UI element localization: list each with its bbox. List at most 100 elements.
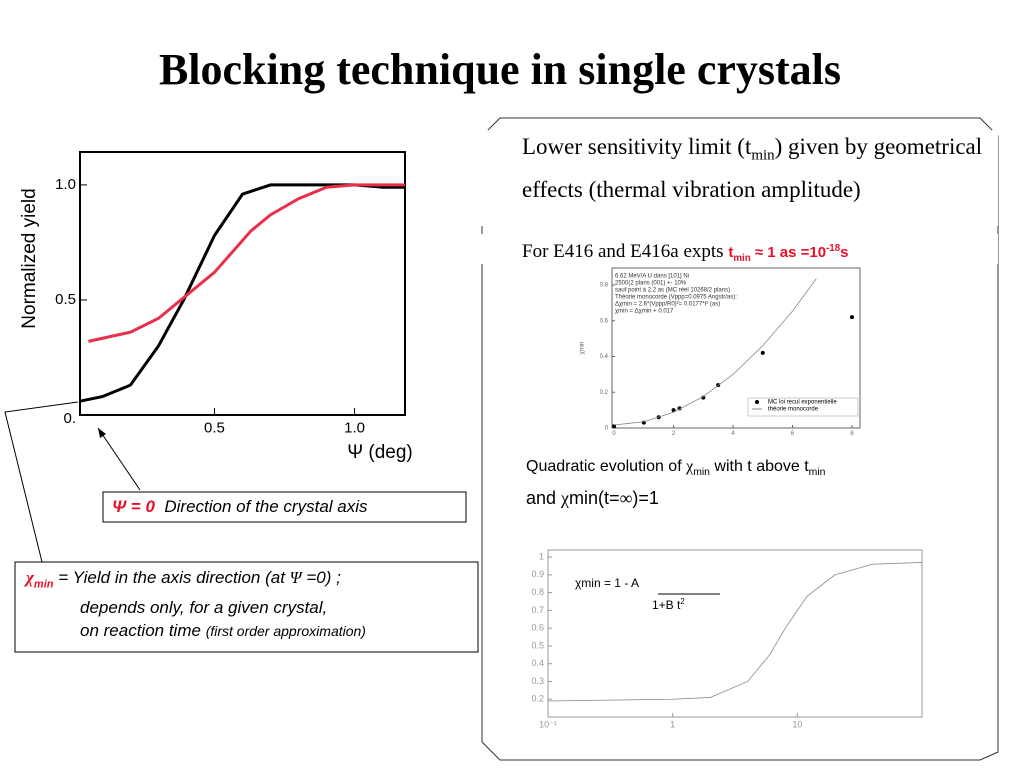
arrow: [4, 401, 79, 563]
annotation: 2500(2 plans (001) +- 10%: [615, 281, 687, 287]
title: Blocking technique in single crystals: [158, 45, 842, 94]
text: χ: [686, 458, 694, 475]
legend-label: MC loi recul exponentielle: [768, 400, 837, 406]
text: min(t=: [569, 488, 620, 508]
y-tick-label: 0.7: [531, 605, 544, 615]
y-tick-label: 0.5: [55, 291, 76, 308]
y-tick-label: 0.8: [531, 587, 544, 597]
series-line: [547, 562, 923, 702]
x-tick-label: 6: [791, 431, 795, 437]
y-axis-label: Normalized yield: [19, 188, 40, 328]
x-tick-label: 10: [792, 719, 802, 729]
text: t: [728, 244, 734, 261]
legend-swatch: [755, 400, 759, 404]
annotation: sauf point à 2.2 as (MC réel 10268/2 pla…: [615, 288, 730, 294]
text: (first order approximation): [205, 623, 366, 640]
series-line: [88, 183, 405, 343]
y-tick-label: 1: [539, 551, 544, 561]
x-axis-label: Ψ (deg): [347, 442, 413, 463]
expt-text: For E416 and E416a expts tmin ≈ 1 as =10…: [478, 234, 998, 264]
text: min: [33, 578, 54, 591]
plot-frame: [79, 151, 406, 416]
x-tick-label: 10⁻¹: [539, 719, 557, 729]
text: χmin = 1 -: [575, 576, 631, 590]
y-tick-label: 0.2: [600, 390, 609, 396]
y-axis-label: χmin: [580, 342, 586, 355]
point: [701, 395, 706, 400]
legend-box: [747, 397, 859, 417]
text: Direction of the crystal axis: [164, 497, 368, 516]
text: on reaction time: [80, 621, 206, 641]
y-tick-label: 1.0: [55, 176, 76, 193]
arrow-head: [98, 428, 106, 438]
text: ) given by geometrical effects (thermal …: [522, 134, 983, 202]
text: Lower sensitivity limit (t: [522, 134, 752, 159]
quad-text: Quadratic evolution of χmin with t above…: [526, 458, 825, 478]
text: min: [733, 253, 751, 264]
annotation: χmin = Δχmin + 0.017: [615, 309, 674, 315]
text: s: [840, 244, 849, 261]
y-tick-label: 0.6: [531, 623, 544, 633]
text: min: [693, 467, 710, 479]
plot-frame: [611, 267, 861, 429]
chi-line: depends only, for a given crystal,: [80, 598, 328, 618]
chi-box: [14, 561, 479, 653]
y-tick-label: 0.6: [600, 318, 609, 324]
formula: χmin = 1 - A: [575, 576, 639, 590]
formula-denominator: 1+B t2: [652, 597, 685, 612]
panel-border: [481, 117, 999, 761]
x-tick-label: 1: [670, 719, 675, 729]
arrow: [97, 427, 141, 491]
sensitivity-text: Lower sensitivity limit (tmin) given by …: [478, 130, 998, 226]
text: = Yield in the axis direction (at: [53, 568, 290, 587]
series-line: [614, 278, 817, 426]
annotation: Δχmin = 2.6*(Vppp/R0)²= 0.0177*t² (as): [615, 302, 720, 308]
text: 1+B t: [652, 598, 681, 612]
point: [849, 315, 854, 320]
chi-text: χmin = Yield in the axis direction (at Ψ…: [26, 566, 366, 643]
point: [760, 350, 765, 355]
text: χ: [561, 488, 570, 508]
series-line: [79, 183, 405, 403]
x-tick-label: 4: [731, 431, 735, 437]
y-tick-label: 0.9: [531, 569, 544, 579]
text: =0) ;: [301, 568, 341, 587]
legend-label: théorie monocorde: [768, 407, 819, 413]
x-tick-label: 1.0: [344, 419, 365, 436]
text: For E416 and E416a expts: [522, 241, 729, 262]
text: 2: [680, 597, 685, 606]
plot-frame: [547, 549, 923, 718]
text: -18: [826, 243, 841, 254]
text: and: [526, 488, 562, 508]
psi-box: [102, 491, 467, 523]
text: ∞: [619, 488, 633, 508]
psi-text: Ψ = 0 Direction of the crystal axis: [112, 497, 368, 517]
text: min: [808, 467, 826, 479]
y-tick-label: 0.2: [531, 694, 544, 704]
x-tick-label: 2: [672, 431, 676, 437]
annotation: Théorie monocorde (Vppp=0.0975 Angstr/as…: [615, 295, 737, 301]
text: with t above t: [709, 458, 809, 475]
x-tick-label: 8: [850, 431, 854, 437]
quad-text-2: and χmin(t=∞)=1: [526, 488, 659, 509]
y-tick-label: 0.4: [531, 658, 544, 668]
y-tick-label: 0.4: [600, 354, 609, 360]
y-tick-label: 0.: [63, 410, 76, 427]
text: Quadratic evolution of: [526, 458, 687, 475]
point: [671, 408, 676, 413]
x-tick-label: 0: [612, 431, 616, 437]
text: Ψ = 0: [112, 497, 155, 516]
text: )=1: [632, 488, 659, 508]
y-tick-label: 0.8: [600, 283, 609, 289]
y-tick-label: 0.3: [531, 676, 544, 686]
text: min: [751, 147, 775, 164]
x-tick-label: 0.5: [204, 419, 225, 436]
y-tick-label: 0: [605, 426, 609, 432]
annotation: 6.62 MeV/A U dans [101] Ni: [615, 274, 689, 280]
text: χ: [26, 568, 34, 587]
text: Ψ: [289, 568, 302, 587]
text: ≈ 1 as =10: [750, 244, 827, 261]
y-tick-label: 0.5: [531, 640, 544, 650]
